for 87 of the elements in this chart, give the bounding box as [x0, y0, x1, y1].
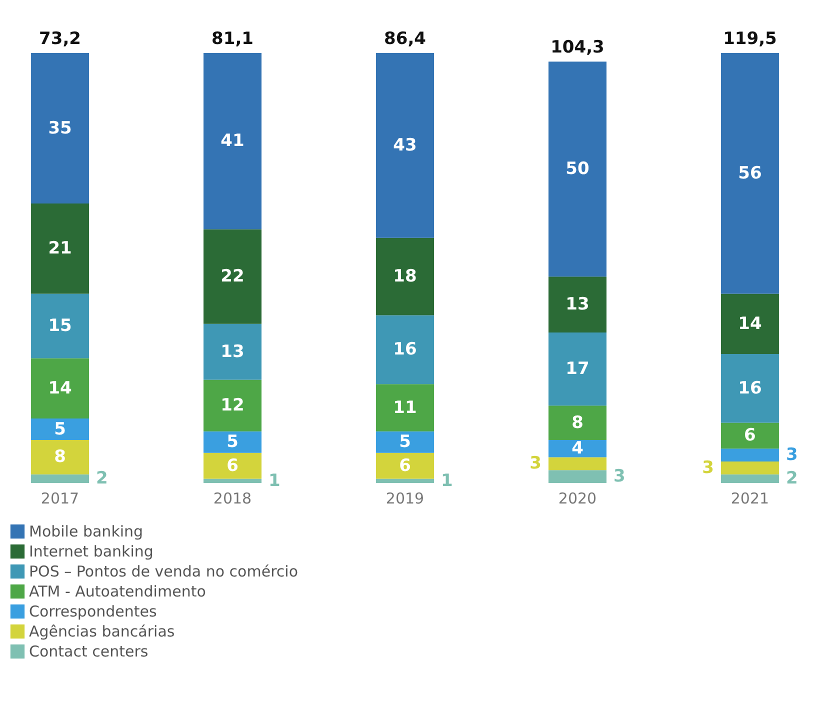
x-tick-label: 2018 — [213, 490, 252, 508]
data-label: 35 — [48, 118, 72, 138]
data-label: 21 — [48, 238, 72, 259]
data-label: 3 — [702, 458, 714, 478]
bar — [31, 294, 90, 358]
data-label: 6 — [744, 426, 756, 446]
annotation: 81,1 — [212, 29, 254, 49]
bar — [548, 406, 606, 440]
bar — [31, 53, 90, 204]
bar — [376, 53, 434, 238]
bar — [204, 380, 262, 432]
bar — [376, 478, 434, 483]
x-tick-label: 2021 — [730, 490, 770, 508]
data-label: 13 — [566, 294, 590, 315]
legend-label: Internet banking — [29, 542, 154, 560]
bar — [720, 294, 779, 354]
bar — [720, 53, 779, 294]
bar — [376, 452, 434, 479]
data-label: 5 — [226, 432, 238, 452]
data-label: 14 — [738, 314, 762, 334]
data-label: 2 — [96, 468, 108, 489]
data-label: 5 — [399, 432, 411, 452]
bar — [720, 354, 779, 423]
legend-label: Agências bancárias — [29, 622, 175, 640]
data-label: 11 — [393, 398, 417, 418]
legend-label: Contact centers — [29, 642, 148, 660]
annotation: 73,2 — [39, 29, 81, 49]
legend-label: ATM - Autoatendimento — [29, 582, 206, 600]
data-label: 50 — [566, 159, 590, 180]
data-label: 2 — [786, 468, 798, 489]
x-tick-label: 2017 — [40, 490, 80, 508]
bar — [548, 332, 606, 406]
bar — [204, 229, 262, 324]
bar — [376, 315, 434, 384]
data-label: 43 — [393, 135, 417, 156]
bar — [548, 457, 606, 470]
bar — [720, 448, 779, 462]
data-label: 4 — [572, 438, 584, 459]
bar — [31, 440, 90, 474]
bar — [204, 53, 262, 230]
data-label: 1 — [441, 470, 453, 491]
legend-label: Correspondentes — [29, 602, 158, 620]
bar — [720, 462, 779, 474]
bar — [548, 276, 606, 332]
data-label: 6 — [399, 456, 411, 476]
legend-label: Mobile banking — [29, 522, 144, 540]
bar — [204, 431, 262, 453]
annotation: 119,5 — [723, 29, 777, 49]
annotation: 104,3 — [550, 38, 604, 58]
annotation: 86,4 — [384, 29, 426, 49]
data-label: 8 — [572, 412, 584, 433]
data-label: 17 — [566, 359, 590, 380]
data-label: 22 — [220, 266, 244, 287]
x-tick-label: 2020 — [558, 490, 597, 508]
bar — [31, 204, 90, 294]
data-label: 12 — [220, 396, 244, 416]
data-label: 56 — [738, 163, 762, 184]
data-label: 14 — [48, 378, 72, 398]
data-label: 3 — [613, 466, 626, 487]
bar — [204, 324, 262, 380]
data-label: 3 — [786, 445, 798, 466]
data-label: 16 — [393, 340, 417, 360]
data-label: 8 — [54, 447, 66, 468]
data-label: 15 — [48, 316, 72, 336]
legend-label: POS – Pontos de venda no comércio — [29, 562, 298, 580]
data-label: 16 — [738, 378, 762, 398]
data-label: 41 — [220, 131, 244, 152]
bar — [204, 478, 262, 483]
bar — [548, 470, 606, 483]
bar — [720, 422, 779, 449]
data-label: 1 — [268, 470, 280, 491]
bar — [376, 384, 434, 432]
bar — [31, 418, 90, 440]
bar — [376, 431, 434, 453]
data-label: 3 — [530, 454, 542, 474]
bar — [720, 474, 779, 483]
data-label: 5 — [54, 419, 66, 440]
data-label: 18 — [393, 266, 417, 287]
data-label: 13 — [220, 342, 244, 362]
data-label: 6 — [226, 456, 238, 476]
x-tick-label: 2019 — [386, 490, 424, 508]
bar — [548, 440, 606, 458]
bar — [204, 452, 262, 479]
bar — [31, 474, 90, 483]
bar — [376, 238, 434, 316]
bar — [31, 358, 90, 418]
bar — [548, 62, 606, 277]
